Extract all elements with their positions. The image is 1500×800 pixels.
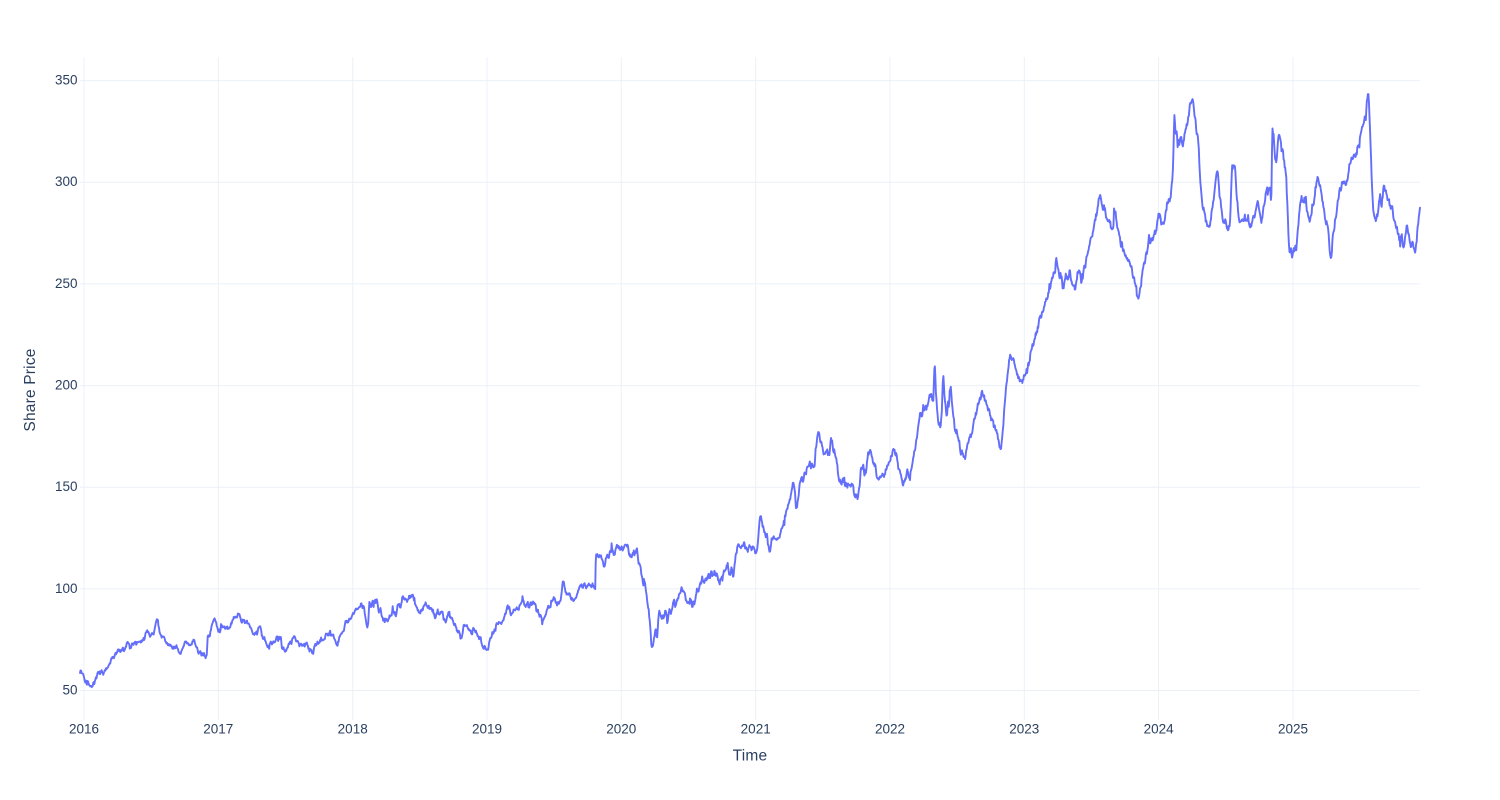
svg-text:2023: 2023 — [1009, 722, 1039, 737]
svg-text:100: 100 — [55, 581, 78, 596]
svg-text:2020: 2020 — [606, 722, 636, 737]
svg-text:2019: 2019 — [472, 722, 502, 737]
svg-text:200: 200 — [55, 378, 78, 393]
svg-text:50: 50 — [62, 683, 77, 698]
svg-text:150: 150 — [55, 479, 78, 494]
svg-text:2021: 2021 — [741, 722, 771, 737]
svg-text:2022: 2022 — [875, 722, 905, 737]
svg-text:2018: 2018 — [338, 722, 368, 737]
svg-text:300: 300 — [55, 174, 78, 189]
svg-text:2024: 2024 — [1144, 722, 1175, 737]
svg-text:2025: 2025 — [1278, 722, 1308, 737]
svg-text:Time: Time — [733, 748, 768, 765]
svg-text:250: 250 — [55, 276, 78, 291]
svg-text:350: 350 — [55, 73, 78, 88]
svg-text:2017: 2017 — [203, 722, 233, 737]
svg-text:2016: 2016 — [69, 722, 99, 737]
svg-text:Share Price: Share Price — [22, 348, 39, 431]
